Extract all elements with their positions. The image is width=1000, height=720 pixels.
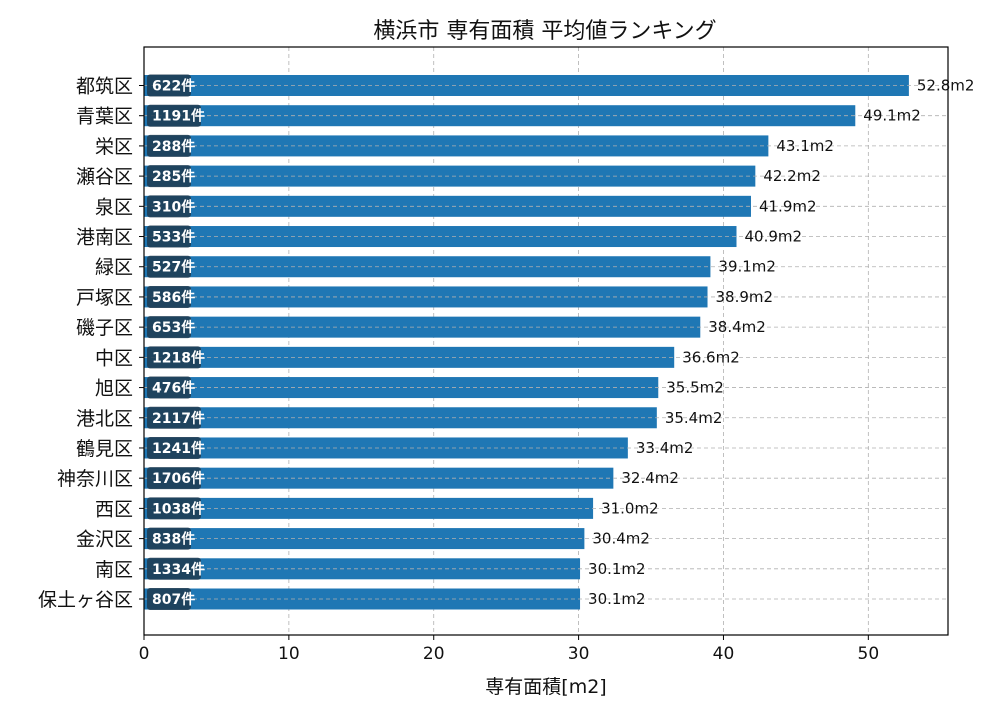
y-tick-label: 栄区 [95, 136, 133, 158]
count-label: 285件 [152, 168, 195, 185]
x-tick-label: 0 [139, 644, 150, 664]
bar [144, 75, 909, 96]
count-label: 1218件 [152, 349, 205, 366]
bar [144, 165, 756, 187]
count-badge [147, 225, 191, 248]
count-label: 1038件 [152, 500, 205, 517]
value-label: 31.0m2 [601, 499, 659, 517]
count-label: 807件 [152, 591, 195, 608]
y-tick-label: 戸塚区 [76, 287, 133, 309]
y-tick-label: 都筑区 [76, 76, 133, 98]
x-tick-label: 30 [568, 644, 590, 664]
y-tick-label: 泉区 [95, 196, 133, 218]
value-label: 33.4m2 [636, 439, 694, 457]
value-label: 49.1m2 [863, 107, 921, 125]
value-label: 42.2m2 [763, 167, 821, 185]
y-tick-label: 緑区 [95, 257, 133, 279]
x-tick-label: 10 [278, 644, 300, 664]
bars: 622件 52.8m2 1191件 49.1m2 288件 43.1m2 285件 42.2m… [144, 74, 975, 610]
count-label: 1191件 [152, 108, 205, 125]
value-label: 30.4m2 [592, 530, 650, 548]
y-tick-label: 金沢区 [76, 529, 133, 551]
bar [144, 135, 769, 157]
y-tick-label: 旭区 [95, 378, 133, 400]
x-tick-label: 40 [713, 644, 735, 664]
count-badge [147, 346, 201, 369]
count-label: 288件 [152, 138, 195, 155]
count-badge [147, 104, 201, 127]
count-badge [147, 285, 191, 308]
count-label: 1706件 [152, 470, 205, 487]
y-tick-label: 港南区 [76, 227, 133, 249]
count-badge [147, 557, 201, 580]
bar [144, 316, 701, 338]
bar [144, 346, 675, 368]
x-tick-label: 50 [858, 644, 880, 664]
value-label: 39.1m2 [718, 258, 776, 276]
value-label: 38.9m2 [716, 288, 774, 306]
axis-ticks: 都筑区青葉区栄区瀬谷区泉区港南区緑区戸塚区磯子区中区旭区港北区鶴見区神奈川区西区… [38, 76, 879, 665]
count-label: 533件 [152, 229, 195, 246]
y-tick-label: 鶴見区 [76, 438, 133, 460]
count-label: 1334件 [152, 561, 205, 578]
y-tick-label: 神奈川区 [57, 468, 133, 490]
count-badge [147, 165, 191, 188]
count-badge [147, 497, 201, 520]
value-label: 32.4m2 [621, 469, 679, 487]
count-label: 310件 [152, 198, 195, 215]
count-label: 653件 [152, 319, 195, 336]
y-tick-label: 瀬谷区 [76, 166, 133, 188]
value-label: 40.9m2 [744, 228, 802, 246]
bar [144, 377, 659, 399]
bar [144, 105, 856, 127]
count-label: 586件 [152, 289, 195, 306]
value-label: 35.4m2 [665, 409, 723, 427]
chart-title: 横浜市 専有面積 平均値ランキング [373, 19, 716, 44]
count-badge [147, 436, 201, 459]
y-tick-label: 南区 [95, 559, 133, 581]
value-label: 43.1m2 [776, 137, 834, 155]
value-label: 41.9m2 [759, 197, 817, 215]
value-label: 38.4m2 [708, 318, 766, 336]
count-label: 838件 [152, 531, 195, 548]
count-label: 476件 [152, 380, 195, 397]
count-badge [147, 255, 191, 278]
x-tick-label: 20 [423, 644, 445, 664]
bar [144, 407, 657, 429]
count-badge [147, 195, 191, 218]
count-badge [147, 134, 191, 157]
count-badge [147, 316, 191, 339]
count-badge [147, 467, 201, 490]
count-badge [147, 406, 201, 429]
value-label: 36.6m2 [682, 348, 740, 366]
y-tick-label: 西区 [95, 498, 133, 520]
count-label: 527件 [152, 259, 195, 276]
count-label: 1241件 [152, 440, 205, 457]
y-tick-label: 中区 [95, 347, 133, 369]
count-badge [147, 74, 191, 97]
value-label: 30.1m2 [588, 590, 646, 608]
count-label: 2117件 [152, 410, 205, 427]
count-badge [147, 527, 191, 550]
y-tick-label: 青葉区 [76, 106, 133, 128]
value-label: 52.8m2 [917, 77, 975, 95]
count-badge [147, 376, 191, 399]
y-tick-label: 港北区 [76, 408, 133, 430]
count-badge [147, 588, 191, 610]
plot-frame [143, 46, 949, 636]
value-label: 35.5m2 [666, 379, 724, 397]
value-label: 30.1m2 [588, 560, 646, 578]
y-tick-label: 磯子区 [76, 317, 133, 339]
count-label: 622件 [152, 78, 195, 95]
y-tick-label: 保土ヶ谷区 [38, 589, 133, 611]
x-axis-label: 専有面積[m2] [485, 676, 606, 698]
